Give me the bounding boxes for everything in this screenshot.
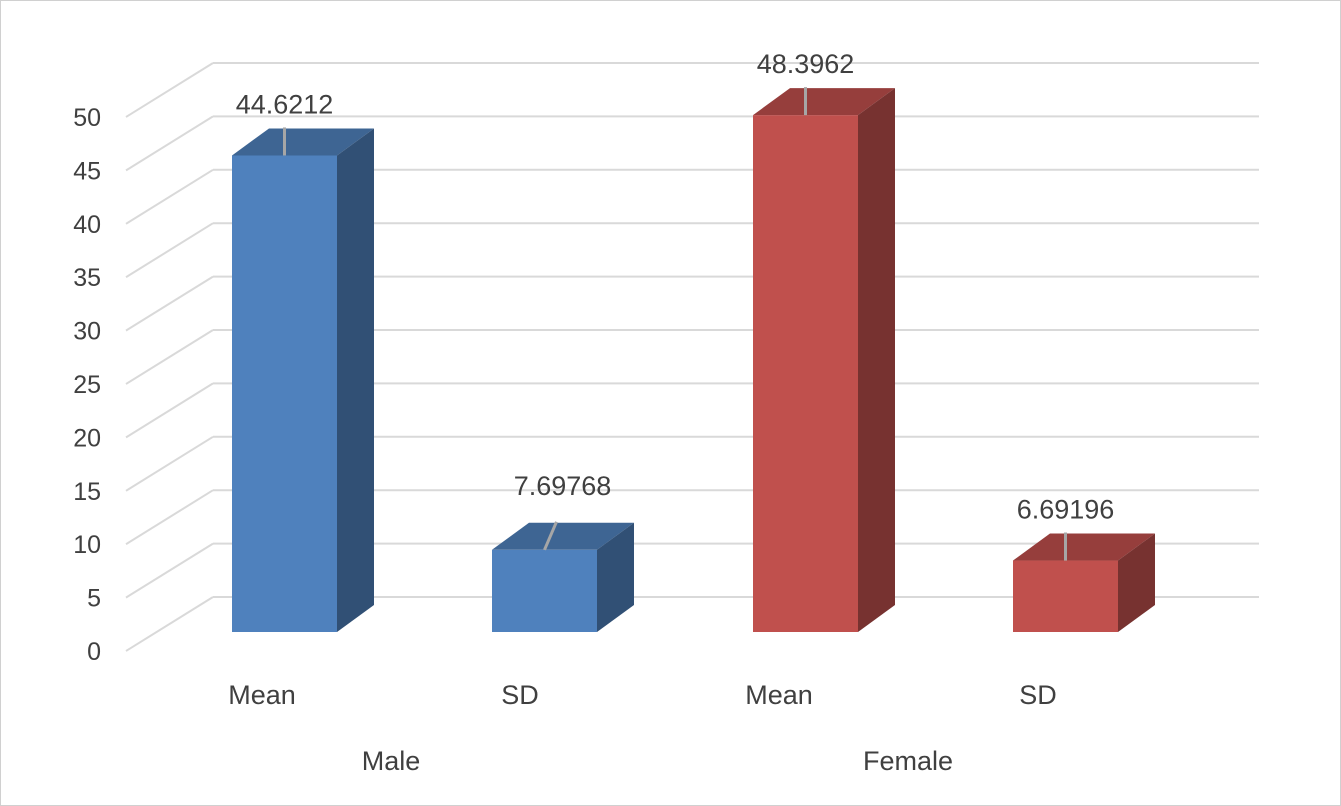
data-label: 6.69196	[1017, 495, 1115, 525]
y-tick-label: 5	[87, 585, 101, 613]
y-tick-label: 40	[73, 211, 101, 239]
y-tick-label: 30	[73, 318, 101, 346]
x-axis: Mean SD Male Mean SD Female	[228, 680, 1057, 776]
grid-layer	[125, 62, 1259, 652]
gridline-side	[125, 62, 214, 118]
gridline-side	[125, 329, 214, 385]
bar-top-face	[753, 88, 895, 116]
x-group-label: Female	[863, 746, 953, 776]
label-leader-line	[543, 521, 558, 551]
gridline-side	[125, 542, 214, 599]
y-tick-label: 15	[73, 478, 101, 506]
y-tick-label: 45	[73, 157, 101, 185]
y-axis: 0 5 10 15 20 25 30 35 40 45 50	[73, 104, 101, 666]
bar-side-face	[337, 128, 374, 632]
bar-side-face	[597, 522, 634, 632]
gridline-side	[125, 435, 214, 492]
bar-side-face	[1118, 533, 1155, 632]
gridline-side	[125, 596, 214, 652]
y-tick-label: 20	[73, 424, 101, 452]
x-category-label: Mean	[745, 680, 813, 710]
gridline-side	[125, 382, 214, 439]
y-tick-label: 25	[73, 371, 101, 399]
bar-female-sd	[1013, 560, 1118, 632]
bar-male-mean	[232, 155, 337, 632]
bar-top-face	[1013, 533, 1155, 561]
bar-male-sd	[492, 549, 597, 632]
bar-top-face	[232, 128, 374, 156]
y-tick-label: 35	[73, 264, 101, 292]
gridline-side	[125, 168, 214, 225]
x-category-label: SD	[501, 680, 539, 710]
gridline-side	[125, 222, 214, 279]
gridline-side	[125, 489, 214, 546]
y-tick-label: 0	[87, 638, 101, 666]
x-category-label: SD	[1019, 680, 1057, 710]
y-tick-label: 50	[73, 104, 101, 132]
data-label: 48.3962	[757, 49, 855, 79]
x-group-label: Male	[362, 746, 421, 776]
data-label: 7.69768	[514, 471, 612, 501]
gridline-side	[125, 115, 214, 172]
data-label: 44.6212	[236, 89, 334, 119]
bar-female-mean	[753, 115, 858, 632]
bar-side-face	[858, 88, 895, 632]
data-labels: 44.6212 7.69768 48.3962 6.69196	[236, 49, 1115, 561]
x-category-label: Mean	[228, 680, 296, 710]
bar-top-face	[492, 522, 634, 550]
gridline-side	[125, 275, 214, 332]
bars-layer	[232, 88, 1155, 632]
y-tick-label: 10	[73, 531, 101, 559]
